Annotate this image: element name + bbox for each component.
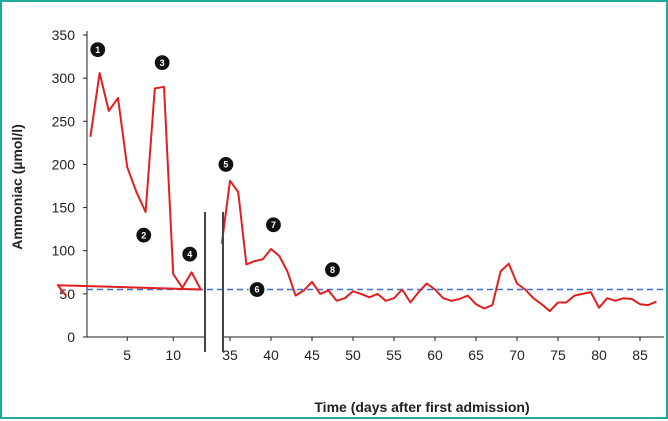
- x-tick-label: 65: [468, 347, 484, 363]
- x-tick-label: 10: [165, 347, 181, 363]
- x-axis: 5 10 35 40 45 50 55 60 65 70 75 80 85: [87, 336, 664, 363]
- annotation-marker: [89, 41, 107, 59]
- series-line-before: [56, 72, 202, 297]
- annotations-group: 1 2 3 4 5 6 7 8: [89, 41, 342, 299]
- x-tick-label: 80: [591, 347, 607, 363]
- x-tick-label: 55: [386, 347, 402, 363]
- annotation-marker: [181, 245, 199, 263]
- x-tick-label: 35: [222, 347, 238, 363]
- annotation-label: 7: [271, 220, 276, 230]
- axis-break: [204, 212, 224, 352]
- annotation-marker: [153, 54, 171, 72]
- annotation-label: 1: [95, 45, 100, 55]
- y-tick-label: 200: [52, 156, 76, 172]
- x-tick-label: 85: [632, 347, 648, 363]
- annotation-label: 8: [330, 265, 335, 275]
- annotation-marker: [323, 261, 342, 279]
- annotation-label: 4: [187, 249, 192, 259]
- y-tick-label: 150: [52, 200, 76, 216]
- series-group: [56, 72, 657, 313]
- annotation-marker: [248, 280, 266, 299]
- y-axis: 0 50 100 150 200 250 300 350: [52, 27, 88, 345]
- annotation-label: 3: [160, 58, 165, 68]
- x-tick-label: 60: [427, 347, 443, 363]
- x-tick-label: 5: [123, 347, 131, 363]
- x-tick-label: 50: [345, 347, 361, 363]
- annotation-marker: [135, 226, 153, 244]
- y-tick-label: 350: [52, 27, 76, 43]
- y-tick-label: 250: [52, 113, 76, 129]
- y-tick-label: 50: [59, 286, 75, 302]
- x-tick-label: 75: [550, 347, 566, 363]
- x-axis-title: Time (days after first admission): [314, 399, 529, 415]
- y-tick-label: 300: [52, 70, 76, 86]
- x-tick-label: 40: [263, 347, 279, 363]
- annotation-label: 5: [223, 160, 228, 170]
- x-tick-label: 70: [509, 347, 525, 363]
- x-tick-label: 45: [304, 347, 320, 363]
- series-line-after: [220, 179, 657, 313]
- annotation-marker: [264, 216, 283, 234]
- y-tick-label: 100: [52, 243, 76, 259]
- y-axis-title: Ammoniac (µmol/l): [9, 124, 25, 250]
- annotation-label: 2: [141, 230, 146, 240]
- annotation-marker: [217, 155, 235, 174]
- annotation-label: 6: [255, 285, 260, 295]
- y-tick-label: 0: [67, 329, 75, 345]
